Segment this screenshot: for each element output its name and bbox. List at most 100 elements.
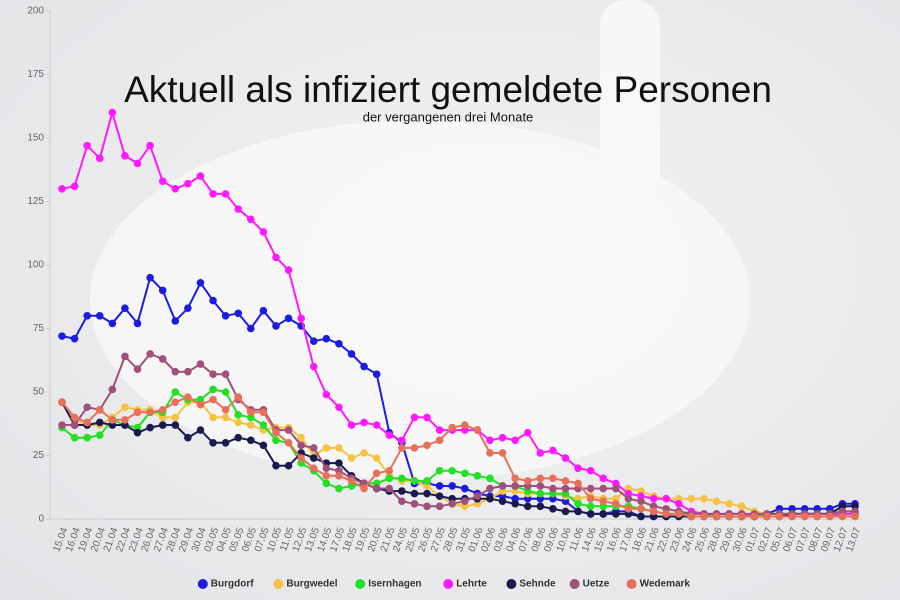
data-point — [398, 497, 406, 506]
data-point — [460, 421, 469, 429]
data-point — [523, 477, 532, 485]
data-point — [284, 426, 293, 434]
data-point — [800, 512, 809, 521]
data-point — [637, 497, 645, 506]
data-point — [95, 431, 104, 439]
data-point — [700, 494, 708, 503]
data-point — [221, 190, 230, 198]
data-point — [649, 494, 658, 503]
data-point — [561, 484, 570, 493]
data-point — [297, 433, 305, 442]
data-point — [247, 324, 255, 333]
data-point — [410, 477, 419, 485]
data-point — [70, 421, 79, 429]
data-point — [184, 393, 192, 401]
data-point — [700, 512, 708, 521]
data-point — [662, 494, 670, 503]
data-point — [83, 433, 91, 442]
data-point — [171, 398, 180, 406]
data-point — [146, 350, 154, 358]
data-point — [146, 408, 154, 417]
data-point — [146, 141, 154, 150]
data-point — [624, 494, 633, 503]
data-point — [209, 370, 217, 379]
data-point — [725, 512, 733, 521]
data-point — [58, 185, 66, 193]
legend-marker — [626, 579, 637, 589]
data-point — [259, 306, 268, 315]
data-point — [209, 413, 217, 422]
data-point — [133, 365, 142, 373]
data-point — [372, 454, 381, 462]
legend-label: Burgwedel — [286, 579, 337, 590]
data-point — [398, 436, 406, 445]
data-point — [423, 477, 431, 485]
data-point — [133, 428, 142, 437]
data-point — [247, 215, 255, 224]
data-point — [486, 449, 494, 457]
data-point — [221, 439, 230, 447]
data-point — [309, 337, 318, 346]
data-point — [184, 304, 192, 312]
data-point — [498, 449, 507, 457]
data-point — [95, 405, 104, 414]
data-point — [209, 296, 217, 305]
legend-marker — [273, 579, 284, 589]
data-point — [221, 370, 230, 379]
data-point — [272, 428, 280, 437]
data-point — [209, 395, 217, 404]
data-point — [121, 304, 129, 312]
data-point — [196, 400, 205, 409]
data-point — [209, 190, 217, 198]
legend-label: Lehrte — [456, 579, 487, 590]
data-point — [58, 332, 66, 340]
data-point — [574, 507, 582, 516]
legend-label: Wedemark — [640, 579, 691, 590]
data-point — [586, 484, 595, 493]
data-point — [498, 433, 507, 442]
data-point — [574, 479, 582, 488]
data-point — [335, 484, 343, 493]
data-point — [360, 449, 368, 457]
y-tick-label: 25 — [33, 450, 45, 461]
data-point — [385, 474, 394, 483]
data-point — [398, 487, 406, 495]
legend-label: Uetze — [583, 579, 610, 590]
data-point — [612, 499, 620, 508]
data-point — [737, 512, 746, 521]
data-point — [335, 459, 343, 467]
legend-label: Burgdorf — [211, 579, 254, 590]
data-point — [586, 502, 595, 511]
data-point — [259, 408, 268, 417]
data-point — [158, 405, 167, 414]
data-point — [435, 492, 444, 500]
data-point — [561, 507, 570, 516]
data-point — [108, 385, 117, 394]
data-point — [372, 469, 381, 478]
data-point — [435, 466, 444, 475]
data-point — [259, 421, 268, 429]
data-point — [561, 454, 570, 462]
data-point — [108, 108, 117, 117]
data-point — [234, 309, 243, 318]
data-point — [309, 444, 318, 452]
data-point — [435, 436, 444, 445]
data-point — [95, 418, 104, 427]
data-point — [813, 512, 822, 521]
data-point — [637, 512, 645, 521]
data-point — [687, 494, 696, 503]
data-point — [83, 418, 91, 427]
data-point — [599, 484, 608, 493]
data-point — [637, 505, 645, 513]
data-point — [297, 441, 305, 450]
data-point — [750, 512, 759, 521]
y-tick-label: 50 — [33, 387, 45, 398]
data-point — [536, 474, 545, 483]
data-point — [574, 499, 582, 508]
data-point — [133, 319, 142, 328]
data-point — [473, 426, 482, 434]
data-point — [322, 444, 331, 452]
data-point — [536, 482, 545, 490]
data-point — [385, 466, 394, 475]
